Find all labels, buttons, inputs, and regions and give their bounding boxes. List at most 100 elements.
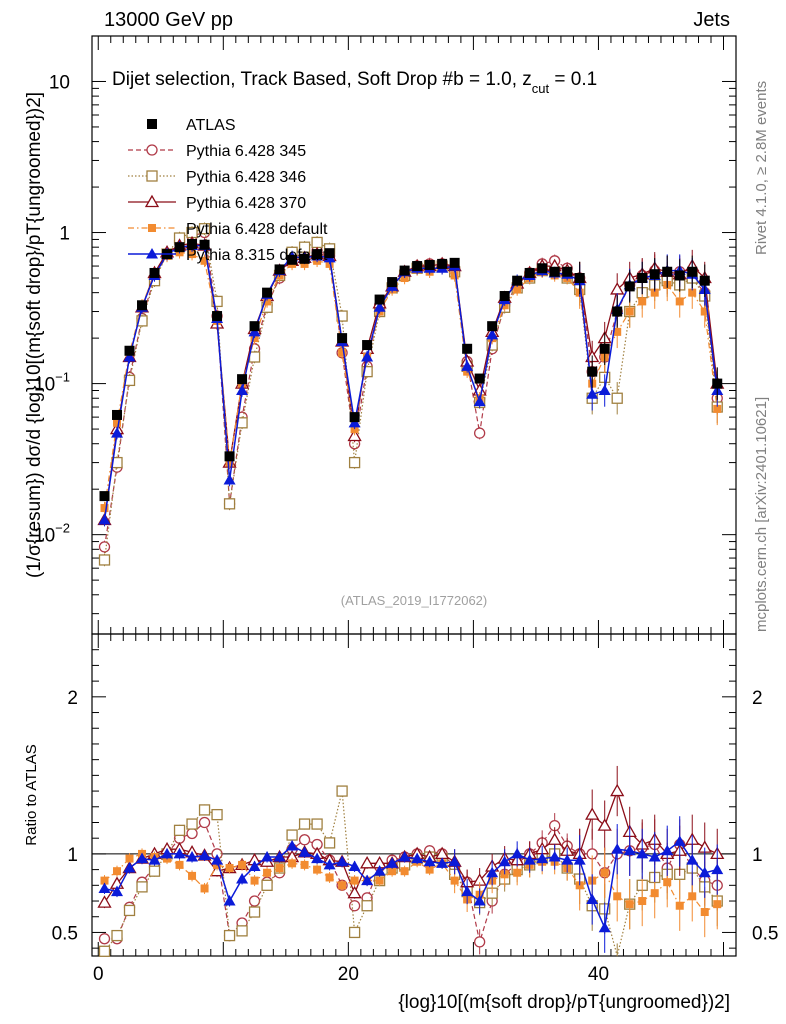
ratio-point-p8 bbox=[336, 855, 349, 867]
y-tick-label: 1 bbox=[59, 224, 70, 245]
ratio-point-p8 bbox=[323, 858, 336, 870]
legend-label: Pythia 6.428 370 bbox=[186, 195, 306, 212]
point-pdefault6 bbox=[338, 348, 347, 357]
point-atlas bbox=[374, 294, 385, 305]
legend-entry-pdefault6: Pythia 6.428 default bbox=[128, 221, 328, 238]
ratio-point-p8 bbox=[298, 846, 311, 857]
ratio-point-p346 bbox=[311, 818, 323, 830]
point-atlas bbox=[324, 248, 335, 259]
ratio-point-p346 bbox=[348, 926, 361, 939]
ratio-point-p8 bbox=[173, 847, 186, 859]
point-atlas bbox=[387, 277, 398, 288]
ratio-point-p8 bbox=[673, 835, 686, 846]
point-atlas bbox=[212, 311, 223, 322]
ratio-point-p8 bbox=[636, 847, 649, 859]
point-p346 bbox=[98, 554, 111, 566]
ratio-series-p346 bbox=[98, 785, 723, 957]
point-p346 bbox=[223, 498, 236, 510]
point-p8 bbox=[98, 514, 111, 525]
point-p8 bbox=[598, 384, 611, 396]
point-p346 bbox=[123, 374, 136, 387]
ratio-point-p8 bbox=[486, 866, 499, 878]
y-tick-label: 10−1 bbox=[34, 370, 70, 396]
ratio-point-p346 bbox=[236, 925, 248, 937]
point-pdefault6 bbox=[100, 504, 109, 513]
ratio-point-p345 bbox=[198, 816, 211, 829]
point-atlas bbox=[624, 281, 635, 292]
point-atlas bbox=[574, 273, 585, 284]
point-atlas bbox=[299, 253, 310, 264]
point-atlas bbox=[362, 340, 373, 351]
legend-entry-p8: Pythia 8.315 default bbox=[128, 247, 328, 264]
point-atlas bbox=[549, 266, 560, 277]
point-atlas bbox=[462, 343, 473, 354]
ratio-point-p8 bbox=[448, 855, 461, 867]
ratio-point-pdefault6 bbox=[375, 876, 384, 885]
legend-marker bbox=[144, 194, 160, 208]
plot-title-end: = 0.1 bbox=[549, 69, 597, 90]
point-p346 bbox=[348, 456, 361, 469]
ratio-point-p8 bbox=[223, 895, 236, 906]
point-atlas bbox=[149, 267, 160, 278]
ratio-point-p8 bbox=[573, 854, 586, 865]
ratio-point-p346 bbox=[261, 879, 273, 891]
ratio-point-p346 bbox=[148, 865, 161, 877]
plot-title-main: Dijet selection, Track Based, Soft Drop … bbox=[112, 69, 532, 90]
point-p345 bbox=[474, 427, 486, 439]
ratio-point-p8 bbox=[561, 854, 574, 865]
ratio-point-p370 bbox=[610, 783, 625, 797]
ratio-y-tick-label-right: 0.5 bbox=[752, 923, 778, 944]
x-tick-label: 20 bbox=[338, 964, 359, 985]
ratio-point-pdefault6 bbox=[700, 908, 709, 917]
point-p346 bbox=[361, 365, 373, 378]
legend-label: Pythia 6.428 default bbox=[186, 221, 328, 238]
point-atlas bbox=[537, 263, 548, 274]
ratio-point-p8 bbox=[211, 854, 224, 865]
ratio-point-p345 bbox=[186, 827, 198, 840]
point-atlas bbox=[224, 451, 235, 462]
ratio-point-pdefault6 bbox=[513, 868, 522, 877]
ratio-point-pdefault6 bbox=[325, 873, 334, 882]
point-atlas bbox=[649, 269, 660, 280]
point-pdefault6 bbox=[700, 307, 709, 316]
point-atlas bbox=[249, 321, 260, 332]
point-p346 bbox=[136, 315, 148, 327]
ratio-point-p8 bbox=[286, 840, 299, 851]
point-atlas bbox=[599, 343, 610, 354]
point-pdefault6 bbox=[450, 271, 459, 280]
ratio-point-p346 bbox=[336, 785, 348, 797]
ratio-point-p370 bbox=[597, 818, 612, 831]
point-atlas bbox=[487, 321, 498, 332]
point-atlas bbox=[662, 266, 673, 277]
ratio-point-pdefault6 bbox=[238, 860, 247, 869]
series-line-p346 bbox=[103, 227, 718, 561]
ratio-point-pdefault6 bbox=[425, 865, 434, 874]
point-p346 bbox=[198, 223, 211, 235]
axis-tick-labels: 10 1 10−1 10−2 2 2 1 1 0.5 0.5 0 20 40 bbox=[34, 72, 778, 985]
ratio-point-p346 bbox=[111, 929, 123, 942]
point-atlas bbox=[349, 412, 360, 423]
ratio-point-p8 bbox=[548, 851, 561, 862]
ratio-point-pdefault6 bbox=[175, 860, 184, 869]
ratio-y-tick-label: 1 bbox=[67, 845, 78, 866]
mcplots-label: mcplots.cern.ch [arXiv:2401.10621] bbox=[753, 397, 770, 632]
point-atlas bbox=[137, 300, 148, 311]
ratio-point-pdefault6 bbox=[713, 900, 722, 909]
ratio-y-tick-label: 2 bbox=[67, 688, 78, 709]
y-axis-title-text: (1/σ{resum}) dσ/d {log}10[(m{soft drop}/… bbox=[24, 92, 45, 578]
energy-label: 13000 GeV pp bbox=[104, 9, 233, 31]
point-p346 bbox=[211, 295, 223, 308]
ratio-point-pdefault6 bbox=[350, 876, 359, 885]
ratio-point-p8 bbox=[348, 860, 361, 871]
ratio-point-pdefault6 bbox=[275, 864, 284, 873]
ratio-point-p8 bbox=[648, 851, 661, 862]
legend-marker bbox=[148, 224, 156, 232]
legend-entry-p370: Pythia 6.428 370 bbox=[128, 194, 306, 212]
ratio-point-p8 bbox=[386, 857, 399, 868]
point-atlas bbox=[524, 267, 535, 278]
point-pdefault6 bbox=[638, 297, 647, 306]
y-axis-title: (1/σ{resum}) dσ/d {log}10[(m{soft drop}/… bbox=[24, 92, 45, 578]
ratio-point-p346 bbox=[211, 808, 223, 821]
point-atlas bbox=[112, 409, 123, 420]
